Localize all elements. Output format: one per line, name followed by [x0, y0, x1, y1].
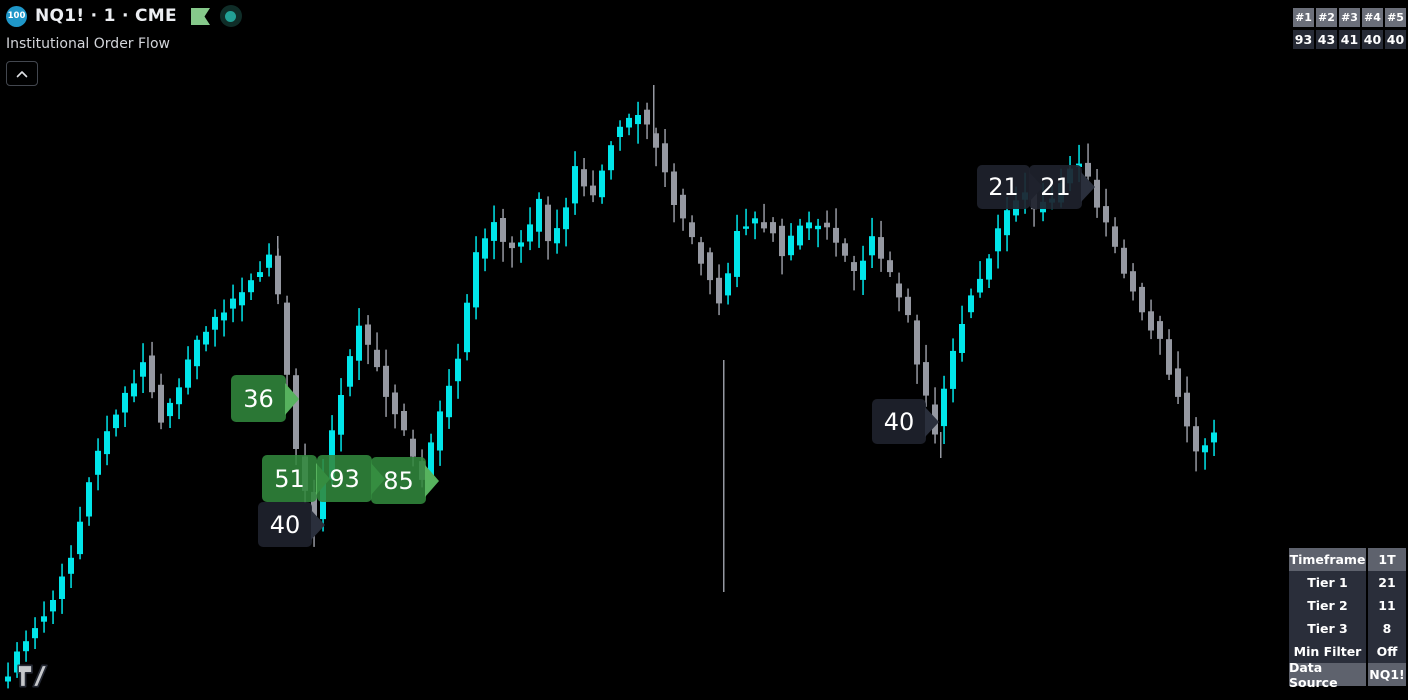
settings-table: Timeframe 1T Tier 1 21 Tier 2 11 Tier 3 …: [1289, 548, 1406, 690]
rank-header: #4: [1362, 8, 1383, 27]
status-dot-icon[interactable]: [219, 5, 242, 27]
symbol-title[interactable]: NQ1! · 1 · CME: [35, 6, 177, 26]
setting-value: 1T: [1368, 548, 1406, 571]
setting-label: Tier 1: [1289, 571, 1366, 594]
setting-value: Off: [1368, 640, 1406, 663]
rank-table-value-row: 93 43 41 40 40: [1293, 30, 1406, 49]
settings-row-datasource: Data Source NQ1!: [1289, 660, 1406, 690]
rank-header: #5: [1385, 8, 1406, 27]
settings-row-tier3: Tier 3 8: [1289, 617, 1406, 640]
setting-value: 11: [1368, 594, 1406, 617]
chart-legend: 100 NQ1! · 1 · CME Institutional Order F…: [6, 4, 242, 86]
indicator-name[interactable]: Institutional Order Flow: [6, 36, 170, 52]
rank-value: 40: [1385, 30, 1406, 49]
rank-value: 40: [1362, 30, 1383, 49]
collapse-button[interactable]: [6, 61, 38, 86]
settings-row-tier1: Tier 1 21: [1289, 571, 1406, 594]
setting-value: NQ1!: [1368, 663, 1406, 686]
rank-header: #2: [1316, 8, 1337, 27]
setting-label: Tier 3: [1289, 617, 1366, 640]
settings-row-minfilter: Min Filter Off: [1289, 640, 1406, 663]
settings-row-timeframe: Timeframe 1T: [1289, 548, 1406, 571]
setting-label: Data Source: [1289, 660, 1366, 690]
hundred-badge: 100: [6, 5, 27, 27]
rank-table-header-row: #1 #2 #3 #4 #5: [1293, 8, 1406, 27]
setting-label: Tier 2: [1289, 594, 1366, 617]
rank-table: #1 #2 #3 #4 #5 93 43 41 40 40: [1293, 8, 1406, 49]
flag-icon[interactable]: [190, 7, 210, 25]
rank-value: 93: [1293, 30, 1314, 49]
chevron-up-icon: [16, 70, 28, 77]
settings-row-tier2: Tier 2 11: [1289, 594, 1406, 617]
tradingview-logo-icon[interactable]: [16, 660, 48, 692]
rank-value: 41: [1339, 30, 1360, 49]
rank-value: 43: [1316, 30, 1337, 49]
setting-label: Timeframe: [1289, 548, 1366, 571]
setting-label: Min Filter: [1289, 640, 1366, 663]
setting-value: 8: [1368, 617, 1406, 640]
rank-header: #1: [1293, 8, 1314, 27]
rank-header: #3: [1339, 8, 1360, 27]
setting-value: 21: [1368, 571, 1406, 594]
